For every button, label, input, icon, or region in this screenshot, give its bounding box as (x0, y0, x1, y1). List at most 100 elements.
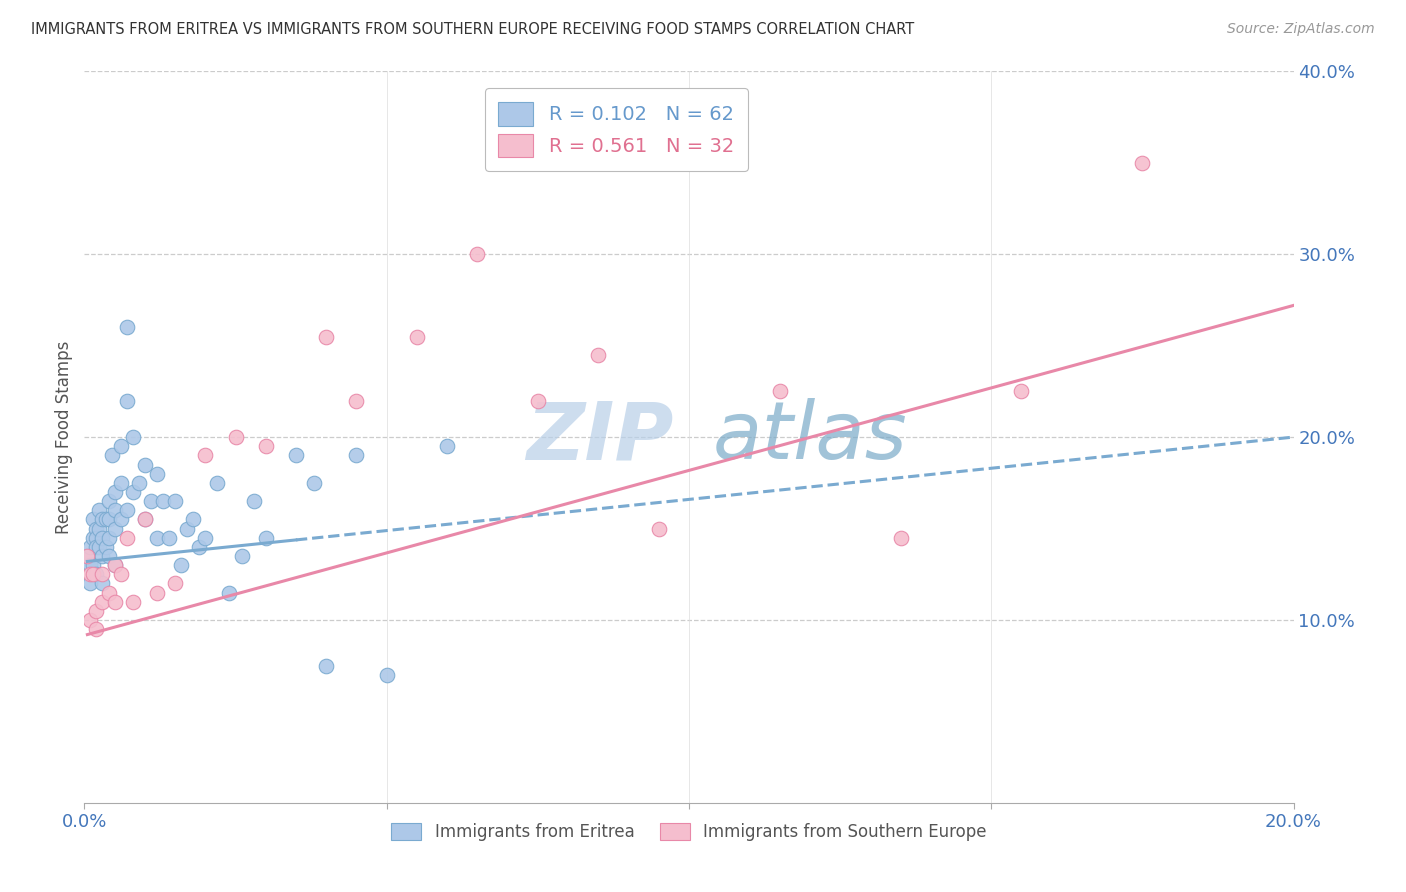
Point (315, 329, 337, 343)
Point (89, 521, 111, 535)
Point (82, 558, 104, 573)
Point (97, 585, 120, 599)
Text: atlas: atlas (713, 398, 908, 476)
Point (91, 549, 114, 563)
Point (86, 531, 108, 545)
Legend: Immigrants from Eritrea, Immigrants from Southern Europe: Immigrants from Eritrea, Immigrants from… (384, 814, 994, 849)
Point (115, 531, 138, 545)
Point (769, 384, 792, 399)
Point (86, 567, 108, 582)
Point (225, 430, 247, 444)
Point (406, 329, 429, 343)
Point (79, 576, 101, 591)
Point (648, 521, 671, 535)
Point (91, 594, 114, 608)
Point (134, 512, 156, 526)
Point (194, 531, 217, 545)
Point (110, 439, 132, 453)
Point (94, 512, 117, 526)
Y-axis label: Receiving Food Stamps: Receiving Food Stamps (55, 341, 73, 533)
Point (194, 448, 217, 462)
Point (152, 494, 174, 508)
Point (254, 531, 277, 545)
Point (79, 540, 101, 554)
Point (146, 585, 169, 599)
Point (121, 594, 143, 608)
Point (86, 604, 108, 618)
Point (467, 247, 489, 261)
Point (86, 521, 108, 535)
Point (79, 558, 101, 573)
Point (285, 448, 308, 462)
Point (527, 393, 550, 408)
Point (176, 521, 198, 535)
Point (91, 512, 114, 526)
Point (89, 503, 111, 517)
Point (165, 576, 187, 591)
Point (254, 439, 277, 453)
Point (97, 494, 120, 508)
Point (82, 531, 104, 545)
Point (104, 485, 127, 500)
Text: Source: ZipAtlas.com: Source: ZipAtlas.com (1227, 22, 1375, 37)
Point (110, 567, 132, 582)
Point (86, 622, 108, 636)
Point (121, 430, 143, 444)
Point (91, 576, 114, 591)
Point (170, 558, 193, 573)
Point (678, 146, 700, 161)
Point (128, 475, 150, 490)
Point (104, 558, 127, 573)
Point (79, 613, 101, 627)
Point (139, 494, 162, 508)
Point (104, 594, 127, 608)
Point (82, 512, 104, 526)
Text: ZIP: ZIP (526, 398, 673, 476)
Point (315, 658, 337, 673)
Point (104, 558, 127, 573)
Point (165, 494, 187, 508)
Point (188, 540, 211, 554)
Point (91, 531, 114, 545)
Point (157, 531, 180, 545)
Point (121, 485, 143, 500)
Point (115, 393, 138, 408)
Point (146, 467, 169, 481)
Point (134, 458, 156, 472)
Point (115, 320, 138, 334)
Point (588, 348, 610, 362)
Point (110, 475, 132, 490)
Point (94, 540, 117, 554)
Point (79, 567, 101, 582)
Point (110, 512, 132, 526)
Point (97, 512, 120, 526)
Point (76, 549, 98, 563)
Point (242, 494, 264, 508)
Point (91, 567, 114, 582)
Point (97, 531, 120, 545)
Point (231, 549, 253, 563)
Point (1011, 384, 1033, 399)
Point (346, 448, 368, 462)
Point (100, 448, 122, 462)
Point (86, 540, 108, 554)
Point (1130, 156, 1153, 170)
Point (146, 531, 169, 545)
Point (436, 439, 458, 453)
Text: IMMIGRANTS FROM ERITREA VS IMMIGRANTS FROM SOUTHERN EUROPE RECEIVING FOOD STAMPS: IMMIGRANTS FROM ERITREA VS IMMIGRANTS FR… (31, 22, 914, 37)
Point (115, 503, 138, 517)
Point (89, 540, 111, 554)
Point (207, 475, 229, 490)
Point (890, 531, 912, 545)
Point (302, 475, 325, 490)
Point (97, 549, 120, 563)
Point (134, 512, 156, 526)
Point (82, 567, 104, 582)
Point (375, 667, 398, 681)
Point (218, 585, 240, 599)
Point (181, 512, 204, 526)
Point (76, 549, 98, 563)
Point (104, 521, 127, 535)
Point (346, 393, 368, 408)
Point (104, 503, 127, 517)
